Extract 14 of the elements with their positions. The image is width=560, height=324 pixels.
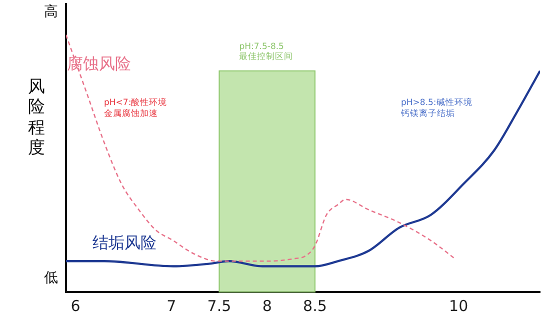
x-tick-label: 8.5 <box>303 296 327 315</box>
annotation: pH<7:酸性环境金属腐蚀加速 <box>104 98 168 120</box>
x-tick-label: 6 <box>70 296 80 315</box>
text: 低 <box>44 270 58 288</box>
x-tick-label: 8 <box>262 296 272 315</box>
band-label: pH:7.5-8.5 最佳控制区间 <box>239 42 294 64</box>
x-tick-label: 7 <box>166 296 176 315</box>
series-label: 腐蚀风险 <box>67 54 132 74</box>
x-tick-label: 7.5 <box>207 296 232 315</box>
series-label: 结垢风险 <box>92 233 156 254</box>
x-tick-label: 10 <box>449 296 468 315</box>
text: 高 <box>44 4 58 22</box>
y-axis-title: 风险程度 <box>28 77 45 159</box>
annotation: pH>8.5:碱性环境钙镁离子结垢 <box>401 98 474 120</box>
